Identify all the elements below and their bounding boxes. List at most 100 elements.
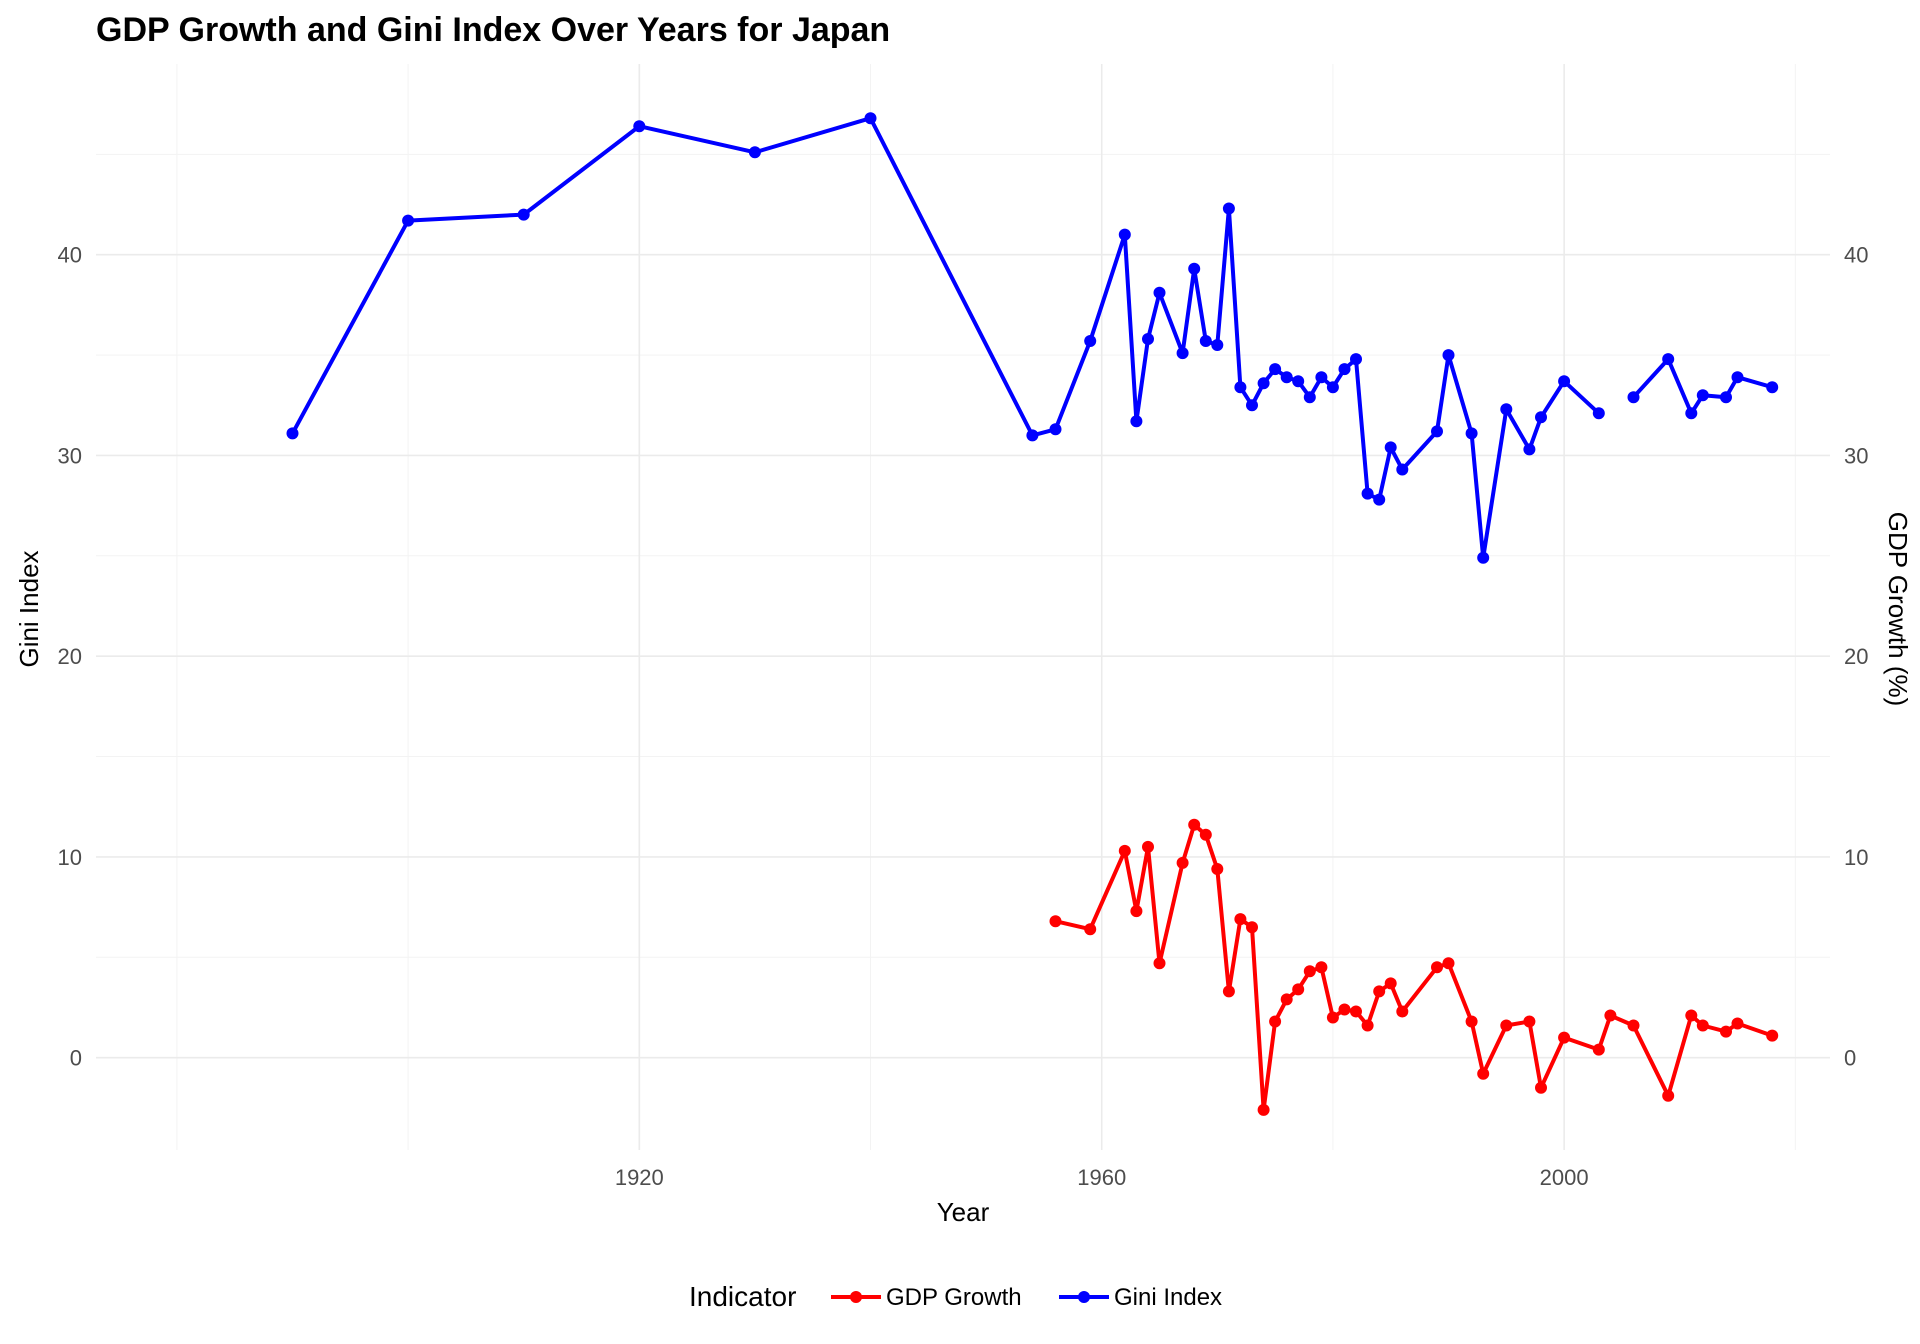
data-point-gdp-growth [1720,1025,1732,1038]
data-point-gdp-growth [1246,921,1258,934]
data-point-gini-index [1326,381,1339,394]
data-point-gini-index [1211,339,1224,351]
data-point-gini-index [1118,228,1131,241]
data-point-gini-index [286,427,299,440]
data-point-gdp-growth [1199,828,1212,841]
y-tick-label: 30 [58,443,82,468]
data-point-gdp-growth [1627,1019,1640,1032]
legend-item-gini-index: Gini Index [1059,1284,1222,1311]
data-point-gini-index [1477,551,1490,564]
data-point-gdp-growth [1350,1005,1362,1018]
data-point-gdp-growth [1188,818,1201,831]
data-point-gdp-growth [1257,1103,1270,1116]
data-point-gini-index [1696,389,1709,402]
axes: 1920 1960 2000 0 0 10 10 20 20 30 30 40 40 [58,243,1869,1190]
y2-tick-label: 30 [1844,443,1868,468]
data-point-gdp-growth [1269,1015,1282,1028]
data-point-gdp-growth [1153,957,1166,970]
series-layer [286,112,1779,1116]
data-point-gdp-growth [1234,913,1247,926]
y2-tick-label: 10 [1844,845,1868,870]
data-point-gdp-growth [1303,965,1316,978]
x-axis-title: Year [937,1197,990,1227]
data-point-gini-index [1257,377,1270,390]
y-tick-label: 40 [58,243,82,268]
data-point-gdp-growth [1731,1017,1744,1030]
data-point-gini-index [1465,427,1478,440]
data-point-gini-index [1431,425,1443,438]
data-point-gdp-growth [1592,1043,1605,1056]
data-point-gini-index [1142,333,1154,345]
y2-tick-label: 40 [1844,243,1868,268]
data-point-gini-index [1685,407,1698,420]
x-tick-label: 1920 [615,1165,664,1190]
data-point-gdp-growth [1431,961,1443,974]
grid [96,64,1830,1150]
data-point-gini-index [1338,363,1351,376]
legend-label-gini-index: Gini Index [1114,1284,1222,1311]
data-point-gini-index [1280,371,1293,384]
data-point-gini-index [1176,347,1189,360]
data-point-gini-index [1234,381,1247,394]
data-point-gdp-growth [1130,905,1143,918]
data-point-gdp-growth [1766,1029,1779,1042]
series-line-gini-index [1631,357,1775,416]
data-point-gini-index [1188,262,1201,275]
legend-marker-gdp-growth [850,1291,862,1303]
data-point-gini-index [1026,429,1039,442]
data-point-gini-index [1396,463,1409,476]
data-point-gini-index [1269,363,1282,376]
y2-axis-title: GDP Growth (%) [1883,512,1913,707]
data-point-gini-index [1535,411,1547,424]
data-point-gdp-growth [1396,1005,1409,1018]
y2-tick-label: 0 [1844,1046,1856,1071]
data-point-gdp-growth [1361,1019,1374,1032]
data-point-gdp-growth [1280,993,1293,1006]
data-point-gdp-growth [1500,1019,1513,1032]
x-tick-label: 1960 [1077,1165,1126,1190]
data-point-gdp-growth [1338,1003,1351,1016]
series-line-gini-index [290,116,1601,560]
data-point-gdp-growth [1477,1067,1490,1080]
legend-label-gdp-growth: GDP Growth [886,1284,1022,1311]
data-point-gini-index [517,208,530,221]
data-point-gini-index [1303,391,1316,404]
data-point-gini-index [748,146,761,159]
data-point-gini-index [1731,371,1744,384]
data-point-gdp-growth [1142,840,1154,853]
data-point-gini-index [1592,407,1605,420]
data-point-gini-index [1361,487,1374,500]
data-point-gdp-growth [1211,863,1224,875]
data-point-gdp-growth [1465,1015,1478,1028]
data-point-gdp-growth [1292,983,1305,996]
data-point-gini-index [1720,391,1732,404]
data-point-gini-index [1222,202,1235,215]
data-point-gdp-growth [1558,1031,1571,1044]
data-point-gini-index [1153,286,1166,299]
data-point-gini-index [1442,349,1455,362]
data-point-gini-index [1662,353,1675,366]
data-point-gdp-growth [1373,985,1386,998]
data-point-gini-index [1350,353,1362,366]
legend-title: Indicator [689,1281,796,1312]
data-point-gdp-growth [1084,923,1097,936]
data-point-gini-index [864,112,877,125]
data-point-gdp-growth [1176,856,1189,869]
legend-item-gdp-growth: GDP Growth [831,1284,1022,1311]
legend-marker-gini-index [1078,1291,1090,1303]
legend: Indicator GDP Growth Gini Index [689,1281,1222,1312]
y-tick-label: 20 [58,644,82,669]
y2-tick-label: 20 [1844,644,1868,669]
data-point-gdp-growth [1384,977,1397,990]
data-point-gini-index [1049,423,1062,436]
data-point-gdp-growth [1326,1011,1339,1024]
data-point-gdp-growth [1696,1019,1709,1032]
data-point-gdp-growth [1523,1015,1536,1028]
data-point-gdp-growth [1118,844,1131,857]
data-point-gdp-growth [1662,1089,1675,1102]
data-point-gini-index [1292,375,1305,388]
data-point-gini-index [402,214,415,227]
data-point-gdp-growth [1049,915,1062,928]
data-point-gini-index [1373,493,1386,506]
